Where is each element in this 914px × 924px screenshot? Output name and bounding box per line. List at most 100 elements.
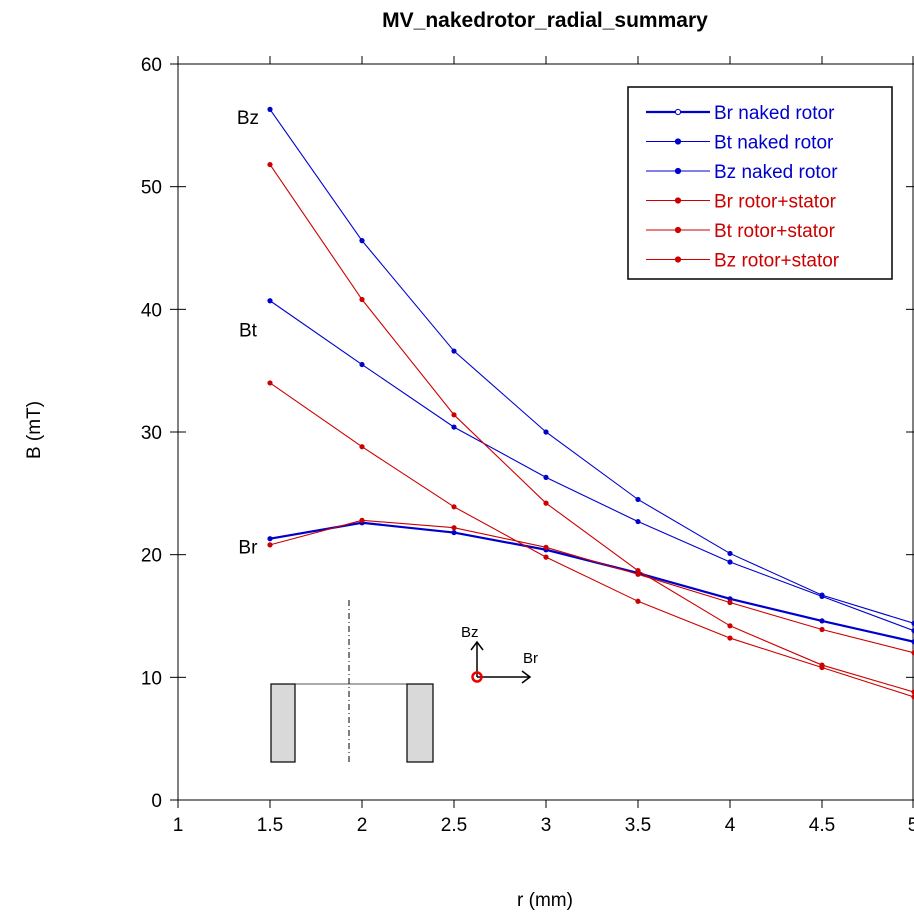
y-axis-label: B (mT) [24,401,45,459]
legend-marker [674,108,682,116]
series-bt-rotor-stator [267,380,914,700]
legend-marker [674,167,682,175]
data-point [451,525,457,531]
legend-marker [674,256,682,263]
data-point [635,571,641,577]
data-point [635,568,641,574]
series-annotation: Br [238,537,258,558]
data-point [727,596,733,602]
x-tick-label: 3.5 [625,815,651,836]
data-point [635,518,641,525]
data-point [911,689,914,695]
data-point [727,599,733,606]
legend-marker [674,138,682,145]
data-point [727,559,733,565]
data-point [359,238,365,244]
series-group [267,106,914,700]
series-line [269,382,914,698]
data-point [727,635,733,641]
y-tick-label: 10 [141,668,162,689]
legend-label: Br naked rotor [714,103,835,124]
data-point [635,598,641,604]
y-tick-label: 30 [141,423,162,444]
data-point [819,618,825,624]
series-br-rotor-stator [267,517,914,656]
legend-box [627,86,893,280]
data-point [451,504,457,510]
x-tick-label: 3 [541,815,552,836]
series-bz-rotor-stator [267,161,914,695]
x-tick-label: 4 [725,815,736,836]
data-point [543,429,549,435]
legend: Br naked rotor Bt naked rotor Bz naked rot… [627,86,893,280]
y-tick-label: 50 [141,178,162,199]
data-point [451,348,457,354]
data-point [543,474,549,480]
data-point [911,650,914,656]
data-point [359,517,365,523]
data-point [359,361,365,368]
y-tick-label: 40 [141,300,162,321]
bz-arrow-head-icon [470,640,484,651]
data-point [359,296,365,303]
legend-label: Bt naked rotor [714,133,834,154]
series-line [269,521,914,643]
data-point [727,550,733,557]
rotor-right-block [406,683,434,763]
x-tick-label: 1 [173,815,184,836]
data-point [911,694,914,700]
legend-marker [674,226,682,234]
br-arrow-head-icon [521,670,532,684]
legend-label: Br rotor+stator [714,192,837,213]
rotor-left-block [270,683,296,763]
data-point [819,626,825,633]
legend-label: Bt rotor+stator [714,221,836,242]
x-tick-label: 5 [908,815,914,836]
data-point [267,161,273,168]
data-point [543,500,549,506]
data-point [359,444,365,450]
data-point [819,662,825,668]
series-line [269,519,914,654]
data-point [451,412,457,418]
legend-label: Bz rotor+stator [714,251,840,272]
legend-label: Bz naked rotor [714,162,838,183]
y-tick-label: 20 [141,546,162,567]
origin-marker-icon [471,671,483,683]
data-point [911,620,914,626]
data-point [543,544,549,550]
series-bt-naked-rotor [267,298,914,634]
bz-direction-label: Bz [461,624,479,641]
direction-indicator: Bz Br [461,624,538,684]
series-br-naked-rotor [267,520,914,645]
data-point [267,106,273,112]
data-point [911,639,914,645]
data-point [451,424,457,430]
x-tick-label: 2.5 [441,815,467,836]
series-line [269,164,914,693]
rotor-schematic [270,600,434,763]
series-annotation: Bt [239,320,258,341]
data-point [267,380,273,386]
series-line [269,300,914,632]
series-bz-naked-rotor [267,106,914,626]
legend-marker [674,197,682,204]
data-point [727,623,733,629]
x-tick-label: 2 [357,815,368,836]
data-point [267,536,273,542]
y-tick-label: 60 [141,55,162,76]
data-point [451,529,457,536]
data-point [267,542,273,548]
data-point [911,628,914,634]
y-tick-label: 0 [151,791,162,812]
annotations: Bz Bt Br [237,108,259,558]
x-axis-label: r (mm) [517,890,573,911]
data-point [267,298,273,304]
data-point [635,496,641,503]
x-tick-label: 1.5 [257,815,283,836]
series-line [269,109,914,624]
br-direction-label: Br [523,650,538,667]
data-point [543,554,549,560]
